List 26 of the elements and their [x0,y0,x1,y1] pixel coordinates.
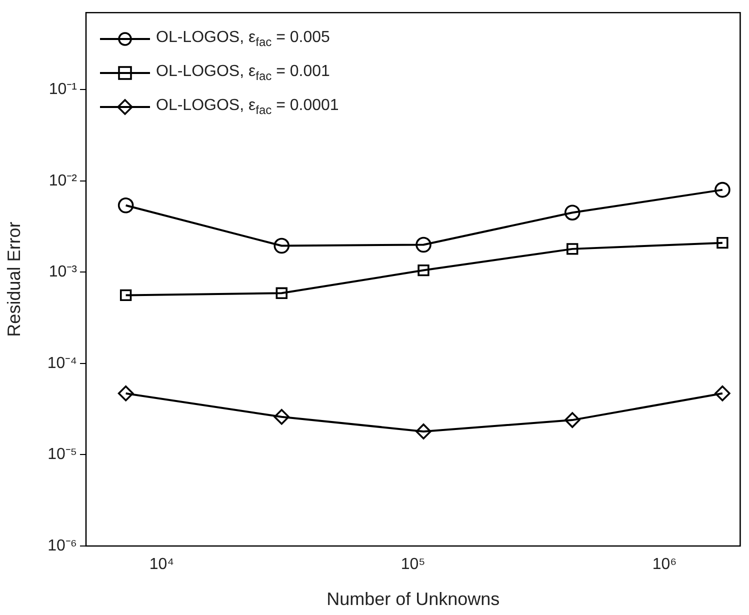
y-tick-label: 10⁻¹ [48,81,77,98]
point [566,243,578,255]
point [418,264,430,276]
point [564,204,580,221]
x-tick-label: 10⁴ [149,556,174,574]
y-tick-label: 10⁻² [48,172,78,190]
legend-label: OL-LOGOS, ε$_{fac}$ = 0.0001 [156,96,339,118]
y-tick-label: 10⁻⁶ [48,537,77,554]
point [120,289,132,302]
legend-label: OL-LOGOS, ε$_{fac}$ = 0.005 [156,28,330,50]
x-tick-label: 10⁶ [652,556,677,574]
point [714,182,730,198]
point [416,424,432,440]
x-axis-title: Number of Unknowns [326,589,500,610]
legend-label: OL-LOGOS, ε$_{fac}$ = 0.001 [156,62,330,84]
point [118,386,134,402]
y-axis-title: Residual Error [4,222,24,337]
point [564,412,580,428]
point [716,236,728,249]
y-tick-label: 10⁻³ [48,264,78,281]
y-tick-label: 10⁻⁵ [48,446,77,464]
x-tick-label: 10⁵ [400,556,426,574]
y-tick-label: 10⁻⁴ [47,354,78,372]
point [714,386,730,402]
point [118,197,134,214]
point [416,236,432,253]
